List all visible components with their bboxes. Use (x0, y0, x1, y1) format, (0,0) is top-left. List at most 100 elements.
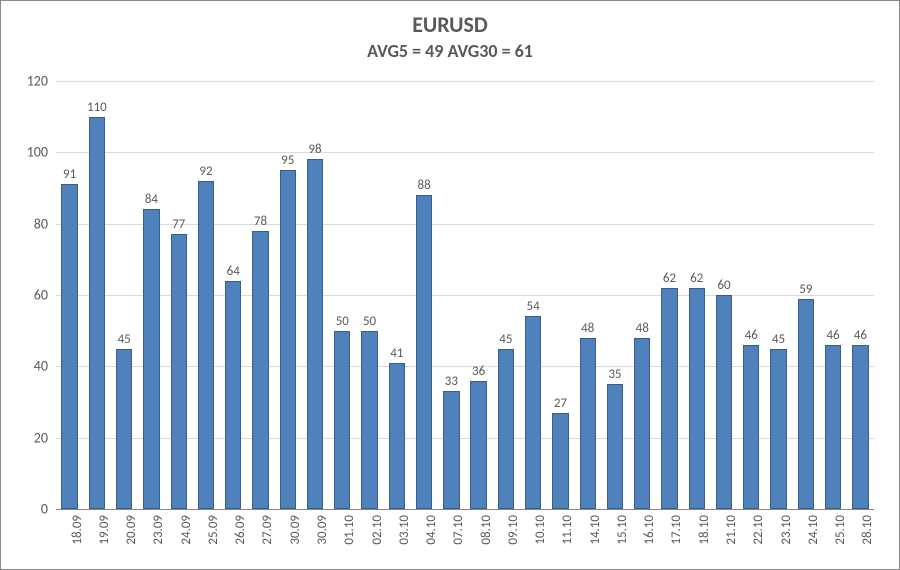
bar-value-label: 41 (390, 346, 403, 361)
bar-slot: 4814.10 (574, 81, 601, 509)
x-tick-label: 25.09 (206, 515, 221, 545)
x-tick-label: 17.10 (669, 515, 684, 545)
bar-slot: 5924.10 (792, 81, 819, 509)
bar-value-label: 91 (63, 167, 76, 182)
x-tick-label: 18.10 (697, 515, 712, 545)
x-tick-label: 26.09 (233, 515, 248, 545)
bar-value-label: 98 (308, 142, 321, 157)
bar-slot: 9225.09 (192, 81, 219, 509)
bar-value-label: 78 (254, 214, 267, 229)
x-tick-label: 16.10 (642, 515, 657, 545)
x-tick-label: 23.09 (151, 515, 166, 545)
bar: 46 (743, 345, 759, 509)
bar: 45 (498, 349, 514, 510)
x-tick-label: 14.10 (588, 515, 603, 545)
bar-value-label: 46 (826, 328, 839, 343)
bar-slot: 4628.10 (847, 81, 874, 509)
bar-slot: 4523.10 (765, 81, 792, 509)
x-tick-label: 01.10 (342, 515, 357, 545)
y-tick-label: 20 (34, 429, 48, 446)
bar: 36 (470, 381, 486, 509)
bar: 50 (361, 331, 377, 509)
x-tick-label: 02.10 (370, 515, 385, 545)
bar-slot: 8423.09 (138, 81, 165, 509)
bar: 33 (443, 391, 459, 509)
bar-value-label: 45 (499, 332, 512, 347)
x-tick-label: 18.09 (70, 515, 85, 545)
x-tick-label: 27.09 (260, 515, 275, 545)
bar-value-label: 95 (281, 153, 294, 168)
x-tick-label: 03.10 (397, 515, 412, 545)
x-tick-label: 04.10 (424, 515, 439, 545)
bar: 62 (661, 288, 677, 509)
bar-slot: 6021.10 (710, 81, 737, 509)
bar-slot: 2711.10 (547, 81, 574, 509)
y-tick-label: 100 (27, 144, 48, 161)
bars-group: 9118.0911019.094520.098423.097724.099225… (56, 81, 874, 509)
bar-slot: 6218.10 (683, 81, 710, 509)
bar-slot: 7827.09 (247, 81, 274, 509)
bar: 77 (171, 234, 187, 509)
x-tick-label: 30.09 (315, 515, 330, 545)
bar-value-label: 92 (199, 164, 212, 179)
bar: 59 (798, 299, 814, 509)
bar: 46 (852, 345, 868, 509)
gridline (56, 509, 874, 510)
bar-slot: 5001.10 (329, 81, 356, 509)
bar-value-label: 110 (87, 100, 107, 115)
chart-subtitle: AVG5 = 49 AVG30 = 61 (1, 40, 899, 62)
bar: 64 (225, 281, 241, 509)
x-tick-label: 07.10 (451, 515, 466, 545)
x-tick-label: 15.10 (615, 515, 630, 545)
x-tick-label: 24.10 (806, 515, 821, 545)
bar: 41 (389, 363, 405, 509)
bar-slot: 9118.09 (56, 81, 83, 509)
bar-slot: 4520.09 (111, 81, 138, 509)
bar-slot: 4622.10 (738, 81, 765, 509)
bar-slot: 4509.10 (492, 81, 519, 509)
bar-slot: 9830.09 (301, 81, 328, 509)
bar-slot: 3608.10 (465, 81, 492, 509)
x-tick-label: 20.09 (124, 515, 139, 545)
bar: 88 (416, 195, 432, 509)
bar-slot: 6426.09 (220, 81, 247, 509)
x-tick-label: 22.10 (751, 515, 766, 545)
x-tick-label: 11.10 (560, 515, 575, 545)
bar-value-label: 50 (336, 314, 349, 329)
bar-value-label: 50 (363, 314, 376, 329)
y-tick-label: 80 (34, 215, 48, 232)
bar: 91 (61, 184, 77, 509)
x-tick-label: 24.09 (179, 515, 194, 545)
bar-value-label: 48 (581, 321, 594, 336)
bar-value-label: 36 (472, 364, 485, 379)
bar: 48 (634, 338, 650, 509)
bar-value-label: 48 (636, 321, 649, 336)
bar-slot: 5002.10 (356, 81, 383, 509)
x-tick-label: 21.10 (724, 515, 739, 545)
bar-value-label: 60 (717, 278, 730, 293)
plot-region: 0204060801001209118.0911019.094520.09842… (56, 81, 874, 509)
bar: 45 (770, 349, 786, 510)
bar: 46 (825, 345, 841, 509)
x-tick-label: 28.10 (860, 515, 875, 545)
bar-value-label: 27 (554, 396, 567, 411)
x-tick-label: 30.09 (288, 515, 303, 545)
y-tick-label: 40 (34, 358, 48, 375)
bar-value-label: 88 (417, 178, 430, 193)
x-tick-label: 23.10 (779, 515, 794, 545)
x-tick-label: 09.10 (506, 515, 521, 545)
bar-value-label: 62 (690, 271, 703, 286)
bar: 48 (580, 338, 596, 509)
bar-value-label: 77 (172, 217, 185, 232)
y-tick-label: 0 (41, 501, 48, 518)
bar-slot: 4625.10 (819, 81, 846, 509)
bar: 35 (607, 384, 623, 509)
bar-value-label: 54 (527, 299, 540, 314)
bar-slot: 3307.10 (438, 81, 465, 509)
x-tick-label: 10.10 (533, 515, 548, 545)
bar-slot: 11019.09 (83, 81, 110, 509)
plot-inner: 0204060801001209118.0911019.094520.09842… (56, 81, 874, 509)
bar: 98 (307, 159, 323, 509)
bar-slot: 3515.10 (601, 81, 628, 509)
bar-value-label: 35 (608, 367, 621, 382)
